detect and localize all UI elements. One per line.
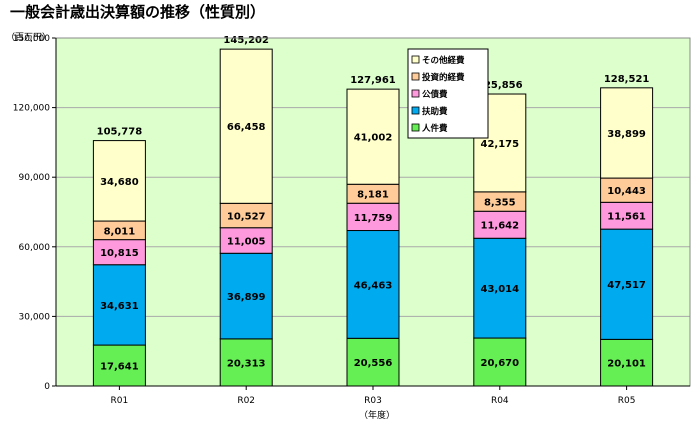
bar-segment — [219, 252, 273, 340]
legend-swatch — [411, 106, 420, 115]
bar-segment-label: 42,175 — [481, 139, 520, 150]
bar-total-label: 145,202 — [223, 35, 269, 46]
x-axis-label: （年度） — [359, 409, 395, 421]
bar-segment-label: 8,181 — [357, 190, 389, 201]
bar-segment-label: 38,899 — [607, 129, 646, 140]
x-tick-label: R03 — [364, 396, 382, 406]
bar-segment — [600, 338, 654, 387]
bar-segment-label: 47,517 — [607, 280, 646, 291]
bar-segment-label: 66,458 — [227, 122, 266, 133]
bar-segment-label: 20,101 — [607, 359, 646, 370]
bar-segment-label: 20,670 — [481, 358, 520, 369]
bar-total-label: 128,521 — [604, 74, 650, 85]
bar-segment — [219, 338, 273, 387]
bar-segment-label: 34,631 — [100, 301, 139, 312]
bar-segment — [346, 230, 400, 339]
y-axis-label: （百万円） — [6, 32, 51, 43]
bar-segment-label: 11,005 — [227, 237, 266, 248]
legend-swatch — [411, 55, 420, 64]
bar-segment-label: 17,641 — [100, 362, 139, 373]
bar-total-label: 125,856 — [477, 80, 523, 91]
bar-segment-label: 46,463 — [354, 280, 393, 291]
bar-segment — [92, 140, 146, 222]
bar-segment — [219, 202, 273, 229]
bar-segment-label: 43,014 — [481, 284, 520, 295]
bar-total-label: 127,961 — [350, 75, 396, 86]
bar-segment — [600, 177, 654, 203]
y-tick-label: 0 — [44, 382, 50, 392]
x-tick-label: R04 — [491, 396, 509, 406]
x-tick-label: R01 — [111, 396, 129, 406]
bar-segment-label: 41,002 — [354, 133, 393, 144]
bar-total-label: 105,778 — [97, 127, 143, 138]
legend-entry: 人件費 — [422, 123, 448, 134]
legend-entry: 公債費 — [422, 89, 448, 100]
bar-segment-label: 8,355 — [484, 198, 516, 209]
bar-segment-label: 20,313 — [227, 358, 266, 369]
legend-entry: 扶助費 — [422, 106, 448, 117]
bar-segment-label: 11,642 — [481, 221, 520, 232]
chart-title: 一般会計歳出決算額の推移（性質別） — [10, 3, 265, 21]
y-tick-label: 90,000 — [19, 173, 51, 183]
legend-swatch — [411, 89, 420, 98]
bar-segment-label: 11,759 — [354, 213, 393, 224]
bar-segment-label: 10,527 — [227, 212, 266, 223]
bar-segment-label: 20,556 — [354, 358, 393, 369]
bar-segment-label: 36,899 — [227, 292, 266, 303]
y-tick-label: 150,000 — [13, 34, 50, 44]
bar-segment — [219, 227, 273, 254]
bar-segment — [92, 344, 146, 387]
bar-segment — [473, 237, 527, 339]
bar-segment-label: 8,011 — [104, 226, 136, 237]
x-tick-label: R05 — [618, 396, 636, 406]
bar-segment-label: 10,815 — [100, 248, 139, 259]
bar-segment — [346, 337, 400, 387]
bar-segment-label: 11,561 — [607, 212, 646, 223]
bar-segment — [600, 87, 654, 179]
legend-entry: その他経費 — [422, 55, 465, 66]
legend-swatch — [411, 72, 420, 81]
bar-segment-label: 34,680 — [100, 177, 139, 188]
y-tick-label: 120,000 — [13, 104, 50, 114]
bar-segment-label: 10,443 — [607, 186, 646, 197]
x-tick-label: R02 — [237, 396, 255, 406]
legend-entry: 投資的経費 — [422, 72, 465, 83]
legend-swatch — [411, 123, 420, 132]
bar-segment — [346, 88, 400, 185]
y-tick-label: 30,000 — [19, 312, 51, 322]
y-tick-label: 60,000 — [19, 243, 51, 253]
bar-segment — [92, 264, 146, 346]
bar-segment — [600, 201, 654, 230]
plot-area: 0 30,000 60,000 90,000 120,000 150,000 17,641 3… — [13, 34, 691, 406]
legend-box — [407, 48, 489, 139]
bar-segment — [219, 48, 273, 204]
bar-segment — [346, 202, 400, 232]
bar-segment — [92, 239, 146, 266]
